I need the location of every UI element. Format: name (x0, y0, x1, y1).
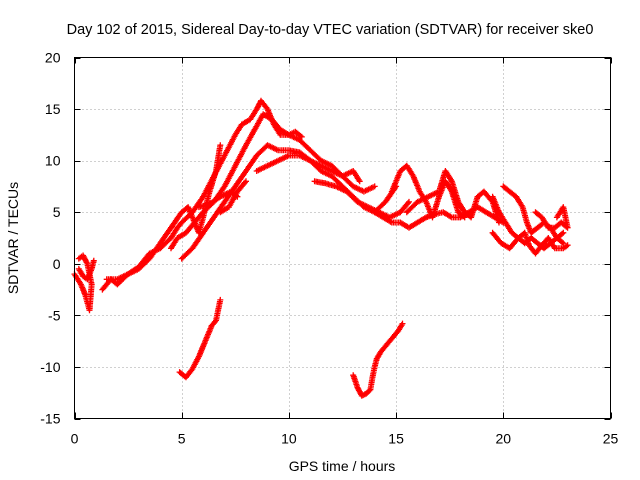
plus-marker-trace (176, 296, 224, 381)
plus-marker-trace (532, 204, 571, 231)
series-track-mid-c (253, 152, 363, 185)
x-tick-label: 10 (281, 431, 297, 447)
plus-marker-trace (75, 257, 97, 283)
x-tick-label: 15 (388, 431, 404, 447)
y-tick-label: 15 (45, 101, 61, 117)
plus-marker-trace (489, 229, 571, 257)
grid-lines (74, 57, 611, 419)
axis-ticks (74, 57, 612, 420)
series-track-neg-2 (350, 320, 406, 399)
chart-title: Day 102 of 2015, Sidereal Day-to-day VTE… (67, 22, 594, 38)
x-tick-label: 0 (71, 431, 79, 447)
y-tick-label: 20 (45, 50, 61, 66)
x-axis-label: GPS time / hours (289, 458, 396, 474)
plus-marker-trace (350, 320, 406, 399)
y-tick-label: 0 (53, 256, 61, 272)
plus-marker-trace (253, 152, 363, 185)
x-tick-labels: 0 5 10 15 20 25 (71, 431, 619, 447)
plus-marker-trace (371, 204, 507, 231)
series-track-early-2 (75, 257, 97, 283)
y-tick-label: -5 (48, 307, 61, 323)
y-tick-label: -10 (40, 359, 60, 375)
series-track-late-d (489, 229, 571, 257)
series-track-late-e (532, 204, 571, 231)
plus-marker-trace (388, 162, 468, 221)
x-tick-label: 25 (603, 431, 619, 447)
y-axis-label: SDTVAR / TECUs (5, 182, 21, 294)
series-track-late-a (371, 204, 507, 231)
plot-frame (74, 57, 611, 419)
y-tick-label: 10 (45, 153, 61, 169)
series-track-main-a (99, 142, 224, 293)
series-track-neg-1 (176, 296, 224, 381)
y-tick-label: -15 (40, 411, 60, 427)
data-marks (71, 97, 571, 399)
plus-marker-trace (217, 178, 249, 216)
y-tick-labels: -15 -10 -5 0 5 10 15 20 (40, 50, 60, 427)
series-track-mid-e (388, 162, 468, 221)
y-tick-label: 5 (53, 204, 61, 220)
plus-marker-trace (99, 142, 224, 293)
x-tick-label: 5 (178, 431, 186, 447)
x-tick-label: 20 (496, 431, 512, 447)
series-track-mid-b (217, 178, 249, 216)
